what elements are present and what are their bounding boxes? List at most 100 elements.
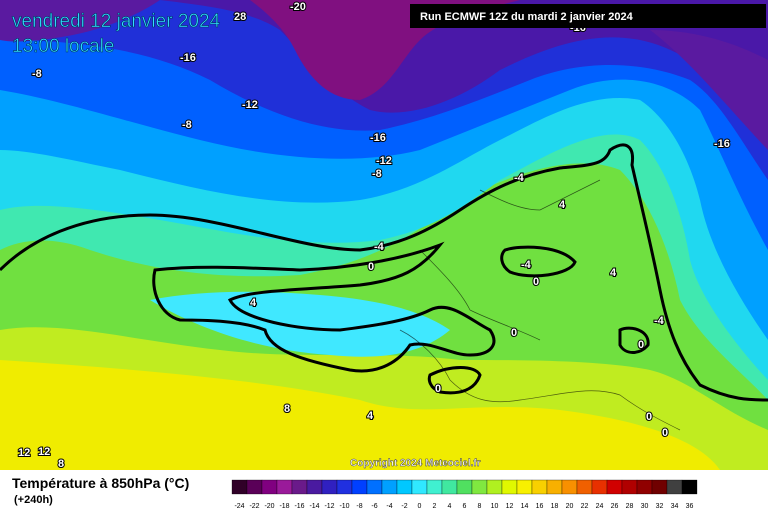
temperature-field xyxy=(0,0,768,470)
colorbar-swatch xyxy=(621,479,638,495)
colorbar-label: -22 xyxy=(249,503,259,510)
colorbar-label: 20 xyxy=(566,503,574,510)
colorbar-swatch xyxy=(531,479,548,495)
colorbar-swatch xyxy=(381,479,398,495)
contour-label: 4 xyxy=(610,267,617,279)
contour-label: 0 xyxy=(368,261,374,273)
contour-label: 0 xyxy=(662,427,668,439)
colorbar-label: -10 xyxy=(339,503,349,510)
colorbar-label: -4 xyxy=(386,503,392,510)
colorbar-label: 10 xyxy=(491,503,499,510)
coastlines xyxy=(399,179,681,431)
colorbar-label: -12 xyxy=(324,503,334,510)
colorbar-swatch xyxy=(276,479,293,495)
colorbar-swatch xyxy=(516,479,533,495)
contour-label: 4 xyxy=(559,199,566,211)
colorbar-label: -14 xyxy=(309,503,319,510)
contour-labels: -20-16-16-16-16-12-12-8-8-8-4-4-4-400000… xyxy=(17,0,731,471)
contour-label: -8 xyxy=(182,119,192,131)
contour-label: 8 xyxy=(284,403,290,415)
zero-contour xyxy=(0,143,768,402)
contour-label: -20 xyxy=(290,1,306,13)
colorbar-swatch xyxy=(591,479,608,495)
contour-label: 0 xyxy=(646,411,652,423)
contour-label: 0 xyxy=(533,276,539,288)
colorbar-swatch xyxy=(666,479,683,495)
colorbar-label: 2 xyxy=(433,503,437,510)
colorbar-label: -24 xyxy=(234,503,244,510)
colorbar-swatch xyxy=(291,479,308,495)
colorbar-swatch xyxy=(486,479,503,495)
colorbar-label: -2 xyxy=(401,503,407,510)
colorbar-label: 28 xyxy=(626,503,634,510)
colorbar-swatch xyxy=(576,479,593,495)
contour-label: 4 xyxy=(367,410,374,422)
colorbar-swatch xyxy=(261,479,278,495)
contour-label: -12 xyxy=(242,99,258,111)
colorbar-swatch xyxy=(351,479,368,495)
colorbar-swatch xyxy=(456,479,473,495)
colorbar-swatch xyxy=(471,479,488,495)
colorbar-label: 36 xyxy=(686,503,694,510)
colorbar-swatch xyxy=(606,479,623,495)
contour-label: -8 xyxy=(32,68,42,80)
colorbar-swatch xyxy=(231,479,248,495)
contour-label: 28 xyxy=(234,11,246,23)
colorbar-label: -8 xyxy=(356,503,362,510)
colorbar-swatch xyxy=(651,479,668,495)
colorbar-label: 16 xyxy=(536,503,544,510)
colorbar-swatch xyxy=(681,479,698,495)
colorbar-swatch xyxy=(636,479,653,495)
contour-label: 4 xyxy=(250,297,257,309)
contour-label: -8 xyxy=(372,168,382,180)
colorbar-label: 34 xyxy=(671,503,679,510)
contour-label: -4 xyxy=(374,241,385,253)
contour-label: -16 xyxy=(180,52,196,64)
colorbar-swatch xyxy=(546,479,563,495)
contour-label: 8 xyxy=(58,458,64,470)
colorbar-swatch xyxy=(561,479,578,495)
colorbar-swatch xyxy=(246,479,263,495)
colorbar-swatch xyxy=(321,479,338,495)
colorbar-label: 22 xyxy=(581,503,589,510)
contour-label: 0 xyxy=(638,339,644,351)
lead-time: (+240h) xyxy=(14,494,53,506)
contour-label: -4 xyxy=(514,172,525,184)
colorbar-swatch xyxy=(336,479,353,495)
colorbar-label: 8 xyxy=(478,503,482,510)
colorbar-label: 14 xyxy=(521,503,529,510)
colorbar-swatch xyxy=(441,479,458,495)
colorbar-swatch xyxy=(306,479,323,495)
colorbar-label: 26 xyxy=(611,503,619,510)
colorbar-label: 24 xyxy=(596,503,604,510)
colorbar: -24 -22 -20 -18 -16 -14 -12 -10 -8 -6 -4 -2 0 2 4 6 8 10 1… xyxy=(231,479,698,510)
colorbar-label: -6 xyxy=(371,503,377,510)
contour-label: 12 xyxy=(18,447,30,459)
contour-label: 0 xyxy=(435,383,441,395)
run-info: Run ECMWF 12Z du mardi 2 janvier 2024 xyxy=(420,11,634,23)
colorbar-label: -20 xyxy=(264,503,274,510)
colorbar-label: 18 xyxy=(551,503,559,510)
colorbar-swatch xyxy=(426,479,443,495)
colorbar-label: 4 xyxy=(448,503,452,510)
colorbar-swatch xyxy=(411,479,428,495)
colorbar-label: 30 xyxy=(641,503,649,510)
contour-label: 12 xyxy=(38,446,50,458)
colorbar-swatch xyxy=(366,479,383,495)
legend-title: Température à 850hPa (°C) xyxy=(12,475,189,491)
contour-label: -12 xyxy=(376,155,392,167)
forecast-date: vendredi 12 janvier 2024 xyxy=(12,11,221,32)
colorbar-swatch xyxy=(501,479,518,495)
colorbar-label: 12 xyxy=(506,503,514,510)
contour-label: -4 xyxy=(654,315,665,327)
forecast-time: 13:00 locale xyxy=(12,36,114,57)
copyright: Copyright 2024 Meteociel.fr xyxy=(350,458,481,469)
contour-label: -16 xyxy=(714,138,730,150)
contour-label: -4 xyxy=(521,259,532,271)
colorbar-label: -18 xyxy=(279,503,289,510)
colorbar-swatch xyxy=(396,479,413,495)
contour-label: -16 xyxy=(370,132,386,144)
colorbar-label: -16 xyxy=(294,503,304,510)
